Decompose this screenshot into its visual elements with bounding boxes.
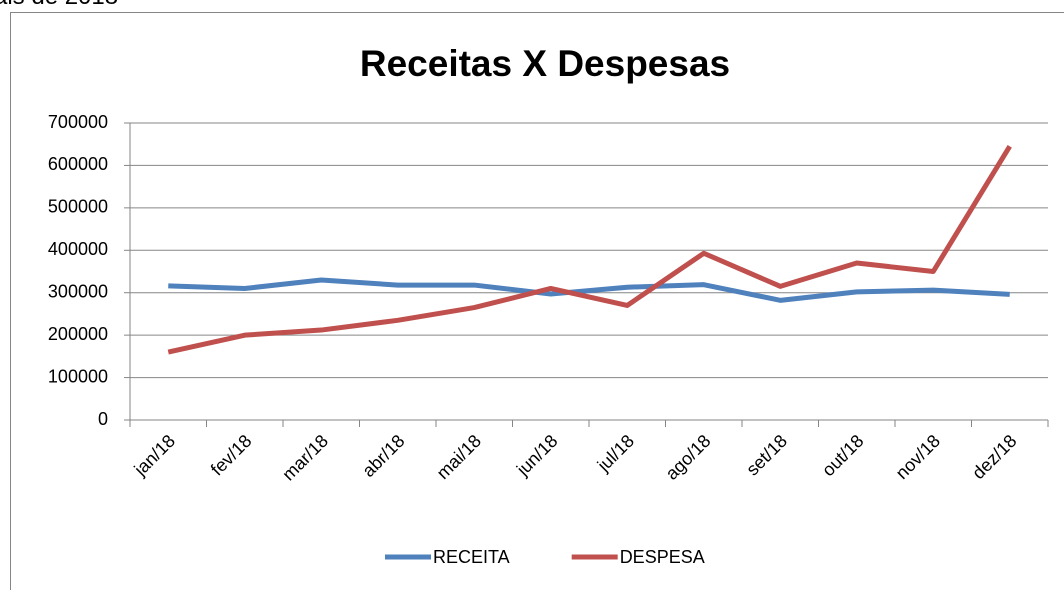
y-tick-label: 200000 [48, 324, 108, 344]
series-line [168, 146, 1010, 352]
y-tick-label: 600000 [48, 154, 108, 174]
y-tick-label: 0 [98, 409, 108, 429]
y-tick-label: 100000 [48, 366, 108, 386]
x-tick-label: set/18 [742, 431, 791, 480]
x-tick-label: jan/18 [130, 431, 180, 481]
x-tick-label: out/18 [818, 431, 868, 481]
y-tick-label: 400000 [48, 239, 108, 259]
x-tick-label: fev/18 [207, 431, 256, 480]
x-tick-label: ago/18 [662, 431, 715, 484]
x-tick-label: nov/18 [892, 431, 944, 483]
chart-title: Receitas X Despesas [360, 43, 730, 84]
caption: ais de 2018 [0, 0, 118, 10]
x-tick-label: abr/18 [358, 431, 408, 481]
x-tick-label: dez/18 [968, 431, 1020, 483]
x-tick-label: mai/18 [433, 431, 485, 483]
x-tick-label: jun/18 [512, 431, 562, 481]
legend-label: RECEITA [433, 547, 510, 567]
y-tick-label: 300000 [48, 281, 108, 301]
legend-label: DESPESA [620, 547, 705, 567]
y-tick-label: 700000 [48, 112, 108, 132]
x-tick-label: mar/18 [278, 431, 332, 485]
y-tick-label: 500000 [48, 197, 108, 217]
x-tick-label: jul/18 [593, 431, 638, 476]
chart-border [11, 13, 1064, 591]
